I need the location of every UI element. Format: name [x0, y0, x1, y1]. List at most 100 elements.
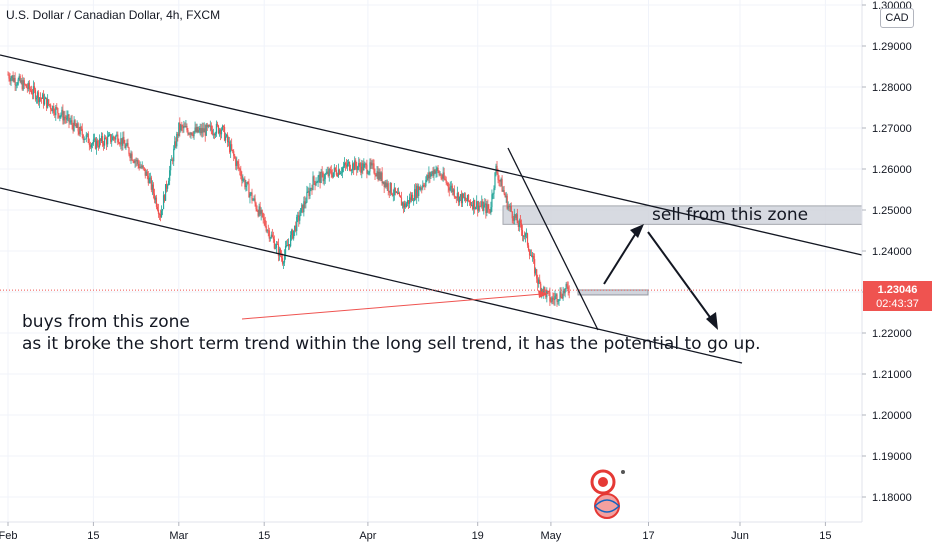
price-tick-label: 1.21000	[872, 369, 912, 381]
trendlines	[0, 54, 863, 364]
candle-body	[527, 245, 530, 251]
candle-body	[21, 80, 23, 90]
candle-body	[462, 193, 465, 198]
candle-body	[106, 138, 108, 145]
candle-body	[219, 129, 222, 135]
candle-body	[318, 174, 320, 177]
candle-body	[186, 126, 188, 131]
candle-body	[362, 163, 364, 171]
candle-body	[448, 187, 450, 191]
candle-body	[343, 163, 346, 167]
candle-body	[352, 163, 354, 171]
candle-body	[466, 194, 469, 202]
candle-body	[44, 98, 46, 105]
candle-body	[544, 287, 546, 291]
candle-body	[36, 92, 39, 98]
candle-body	[391, 193, 393, 196]
candle-body	[174, 141, 176, 149]
candle-body	[125, 145, 127, 149]
candle-body	[232, 149, 234, 152]
candle-body	[135, 160, 137, 162]
candle-body	[239, 168, 241, 171]
candle-body	[33, 86, 36, 90]
candle-body	[92, 139, 94, 144]
candle-body	[157, 209, 160, 215]
candle-body	[369, 162, 371, 172]
buy-annotation-line1: buys from this zone	[22, 312, 190, 332]
candle-body	[196, 127, 198, 132]
candle-body	[264, 220, 266, 227]
candle-body	[109, 134, 111, 135]
candle-body	[39, 97, 42, 99]
candle-body	[57, 108, 59, 114]
candle-body	[242, 179, 244, 181]
candle-body	[444, 178, 446, 180]
candle-body	[367, 173, 369, 175]
candle-body	[332, 172, 334, 178]
candle-body	[119, 143, 121, 145]
candle-body	[190, 132, 192, 135]
candle-body	[180, 125, 182, 131]
candle-body	[400, 197, 403, 206]
candle-body	[437, 167, 439, 171]
candle-body	[20, 80, 22, 83]
candle-body	[473, 199, 475, 210]
candle-body	[283, 254, 286, 263]
candle-body	[511, 211, 513, 219]
candle-body	[399, 195, 402, 198]
candle-body	[209, 125, 211, 127]
candle-body	[221, 125, 224, 130]
candle-body	[210, 125, 212, 131]
candle-body	[419, 186, 421, 190]
candle-body	[534, 259, 536, 274]
candle-body	[75, 125, 77, 128]
candle-body	[535, 269, 537, 274]
candle-body	[432, 171, 434, 176]
candle-body	[525, 233, 528, 235]
candle-body	[267, 230, 269, 232]
candle-body	[394, 187, 396, 193]
short-term-trendline	[507, 147, 599, 331]
candle-body	[322, 172, 324, 182]
currency-badge[interactable]: CAD	[880, 8, 914, 28]
candle-body	[472, 204, 474, 210]
candle-body	[11, 75, 13, 78]
candle-body	[162, 195, 165, 210]
candle-body	[351, 170, 353, 171]
candle-body	[443, 172, 445, 179]
candle-body	[188, 133, 190, 135]
candle-body	[336, 174, 338, 177]
candle-body	[288, 244, 290, 247]
candle-body	[484, 203, 486, 206]
candle-body	[67, 114, 69, 116]
candle-body	[350, 170, 352, 171]
candle-body	[438, 170, 440, 175]
candle-body	[329, 168, 331, 171]
candle-body	[144, 168, 146, 176]
candle-body	[215, 123, 218, 134]
candle-body	[492, 193, 494, 195]
time-tick-label: 15	[258, 530, 270, 542]
candle-body	[528, 250, 531, 256]
candle-body	[160, 210, 163, 218]
candle-body	[499, 180, 501, 182]
candle-body	[235, 158, 237, 166]
candle-body	[366, 164, 368, 174]
sell-annotation: sell from this zone	[652, 205, 809, 225]
candle-body	[567, 286, 569, 292]
candle-body	[412, 194, 414, 201]
candle-body	[551, 297, 553, 302]
candle-body	[145, 171, 147, 176]
candle-body	[97, 145, 100, 147]
candle-body	[482, 201, 484, 211]
candle-body	[414, 189, 416, 201]
candle-body	[509, 205, 511, 207]
candle-body	[176, 133, 178, 147]
candle-body	[31, 93, 33, 95]
candle-body	[384, 182, 386, 187]
candle-body	[286, 245, 289, 247]
up-arrow-shaft	[603, 232, 637, 285]
candle-body	[317, 176, 319, 182]
candle-body	[159, 214, 162, 218]
